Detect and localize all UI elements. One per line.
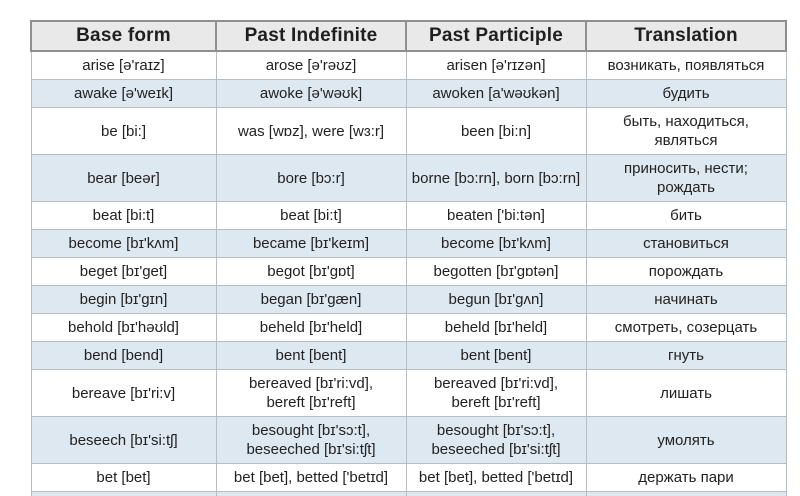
translation-cell: умолять [585,416,787,464]
past-indefinite-cell: bent [bent] [215,341,407,370]
header-row: Base form Past Indefinite Past Participl… [30,20,787,52]
translation-cell: гнуть [585,341,787,370]
past-indefinite-cell: began [bɪ'gæn] [215,285,407,314]
translation-cell: приносить, нести; рождать [585,154,787,202]
past-participle-cell: bent [bent] [405,341,587,370]
table-row: beat [bi:t] beat [bi:t] beaten ['bi:tən]… [30,201,787,230]
base-form-cell: arise [ə'raɪz] [30,50,217,80]
past-participle-cell: begun [bɪ'gʌn] [405,285,587,314]
table-row: awake [ə'weɪk] awoke [ə'wəʊk] awoken [a'… [30,79,787,108]
translation-cell: бить [585,201,787,230]
past-indefinite-cell: was [wɒz], were [wɜ:r] [215,107,407,155]
table-row: become [bɪ'kʌm] became [bɪ'keɪm] become … [30,229,787,258]
past-indefinite-cell [215,491,407,496]
table-row [30,491,787,496]
table-row: behold [bɪ'həʊld] beheld [bɪ'held] behel… [30,313,787,342]
past-participle-cell: begotten [bɪ'gɒtən] [405,257,587,286]
table-row: be [bi:] was [wɒz], were [wɜ:r] been [bi… [30,107,787,155]
table-row: bet [bet] bet [bet], betted ['betɪd] bet… [30,463,787,492]
base-form-cell: beseech [bɪ'si:tʃ] [30,416,217,464]
header-base-form: Base form [30,20,217,52]
past-indefinite-cell: became [bɪ'keɪm] [215,229,407,258]
translation-cell: возникать, появляться [585,50,787,80]
translation-cell: порождать [585,257,787,286]
past-participle-cell: bereaved [bɪ'ri:vd], bereft [bɪ'reft] [405,369,587,417]
table-row: beget [bɪ'get] begot [bɪ'gɒt] begotten [… [30,257,787,286]
header-past-indefinite: Past Indefinite [215,20,407,52]
past-participle-cell: borne [bɔ:rn], born [bɔ:rn] [405,154,587,202]
base-form-cell: awake [ə'weɪk] [30,79,217,108]
past-participle-cell: beheld [bɪ'held] [405,313,587,342]
table-row: arise [ə'raɪz] arose [ə'rəʊz] arisen [ə'… [30,50,787,80]
translation-cell [585,491,787,496]
base-form-cell: bend [bend] [30,341,217,370]
past-indefinite-cell: besought [bɪ'sɔ:t], beseeched [bɪ'si:tʃt… [215,416,407,464]
past-indefinite-cell: beheld [bɪ'held] [215,313,407,342]
translation-cell: держать пари [585,463,787,492]
table-row: bear [beər] bore [bɔ:r] borne [bɔ:rn], b… [30,154,787,202]
past-indefinite-cell: begot [bɪ'gɒt] [215,257,407,286]
past-indefinite-cell: awoke [ə'wəʊk] [215,79,407,108]
base-form-cell: be [bi:] [30,107,217,155]
table-row: beseech [bɪ'si:tʃ] besought [bɪ'sɔ:t], b… [30,416,787,464]
base-form-cell [30,491,217,496]
base-form-cell: begin [bɪ'gɪn] [30,285,217,314]
base-form-cell: bet [bet] [30,463,217,492]
translation-cell: смотреть, созерцать [585,313,787,342]
translation-cell: начинать [585,285,787,314]
past-participle-cell: awoken [a'wəʊkən] [405,79,587,108]
translation-cell: будить [585,79,787,108]
base-form-cell: behold [bɪ'həʊld] [30,313,217,342]
base-form-cell: bereave [bɪ'ri:v] [30,369,217,417]
irregular-verbs-table: Base form Past Indefinite Past Participl… [30,20,787,496]
base-form-cell: bear [beər] [30,154,217,202]
base-form-cell: beget [bɪ'get] [30,257,217,286]
past-participle-cell: bet [bet], betted ['betɪd] [405,463,587,492]
translation-cell: быть, находиться, являться [585,107,787,155]
past-indefinite-cell: bore [bɔ:r] [215,154,407,202]
past-indefinite-cell: bet [bet], betted ['betɪd] [215,463,407,492]
header-past-participle: Past Participle [405,20,587,52]
table-row: bend [bend] bent [bent] bent [bent] гнут… [30,341,787,370]
table-row: bereave [bɪ'ri:v] bereaved [bɪ'ri:vd], b… [30,369,787,417]
base-form-cell: beat [bi:t] [30,201,217,230]
past-participle-cell: become [bɪ'kʌm] [405,229,587,258]
past-participle-cell: been [bi:n] [405,107,587,155]
past-participle-cell: besought [bɪ'sɔ:t], beseeched [bɪ'si:tʃt… [405,416,587,464]
header-translation: Translation [585,20,787,52]
past-indefinite-cell: arose [ə'rəʊz] [215,50,407,80]
table-row: begin [bɪ'gɪn] began [bɪ'gæn] begun [bɪ'… [30,285,787,314]
past-participle-cell: beaten ['bi:tən] [405,201,587,230]
past-participle-cell [405,491,587,496]
translation-cell: становиться [585,229,787,258]
base-form-cell: become [bɪ'kʌm] [30,229,217,258]
translation-cell: лишать [585,369,787,417]
past-indefinite-cell: bereaved [bɪ'ri:vd], bereft [bɪ'reft] [215,369,407,417]
past-participle-cell: arisen [ə'rɪzən] [405,50,587,80]
past-indefinite-cell: beat [bi:t] [215,201,407,230]
